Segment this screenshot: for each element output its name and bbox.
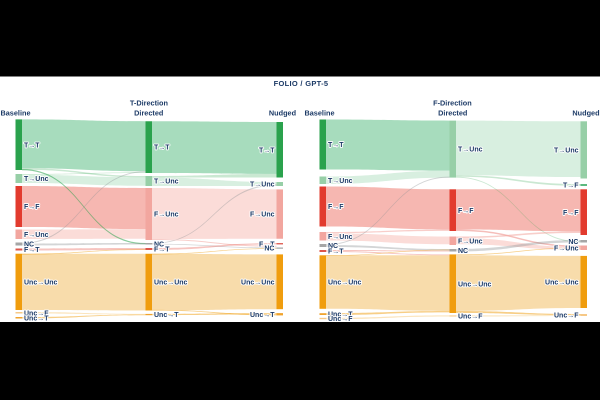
svg-text:Nudged: Nudged [572,109,599,118]
svg-text:Unc→Unc: Unc→Unc [154,280,188,287]
svg-text:Unc→T: Unc→T [154,312,179,319]
svg-text:NC: NC [328,243,338,250]
svg-text:T→F: T→F [563,183,579,190]
svg-text:T→Unc: T→Unc [458,147,483,154]
svg-text:FOLIO / GPT-5: FOLIO / GPT-5 [274,79,329,88]
svg-text:F-Direction: F-Direction [433,99,472,108]
svg-text:T-Direction: T-Direction [130,99,168,108]
svg-text:T→Unc: T→Unc [24,176,49,183]
svg-text:Baseline: Baseline [304,109,334,118]
svg-text:T→T: T→T [24,142,40,149]
svg-text:T→T: T→T [328,142,344,149]
svg-text:Nudged: Nudged [269,109,296,118]
svg-text:Unc→T: Unc→T [250,312,275,319]
svg-text:F→F: F→F [328,204,344,211]
svg-text:F→Unc: F→Unc [554,245,579,252]
svg-text:Unc→F: Unc→F [24,310,49,317]
svg-text:Unc→Unc: Unc→Unc [328,280,362,287]
svg-text:F→Unc: F→Unc [154,212,179,219]
svg-text:F→F: F→F [24,204,40,211]
svg-text:Unc→T: Unc→T [328,312,353,319]
svg-text:Unc→F: Unc→F [458,314,483,321]
svg-text:F→T: F→T [24,247,40,254]
svg-text:T→Unc: T→Unc [328,178,353,185]
svg-text:Baseline: Baseline [0,109,30,118]
svg-text:F→T: F→T [259,241,275,248]
svg-text:T→T: T→T [259,147,275,154]
svg-text:Unc→F: Unc→F [328,316,353,323]
svg-text:NC: NC [154,241,164,248]
svg-text:Unc→Unc: Unc→Unc [24,279,58,286]
svg-text:Directed: Directed [438,109,467,118]
svg-text:F→Unc: F→Unc [458,238,483,245]
svg-text:T→Unc: T→Unc [154,179,179,186]
svg-text:Unc→F: Unc→F [554,313,579,320]
svg-text:Unc→Unc: Unc→Unc [545,280,579,287]
svg-text:Directed: Directed [134,109,163,118]
svg-text:Unc→Unc: Unc→Unc [458,281,492,288]
svg-text:NC: NC [24,242,34,249]
svg-text:NC: NC [568,239,578,246]
svg-text:T→Unc: T→Unc [554,148,579,155]
svg-text:F→Unc: F→Unc [328,234,353,241]
svg-text:T→Unc: T→Unc [250,182,275,189]
svg-text:F→T: F→T [328,249,344,256]
svg-text:F→Unc: F→Unc [24,232,49,239]
svg-text:F→F: F→F [563,210,579,217]
svg-text:F→F: F→F [458,208,474,215]
svg-text:Unc→T: Unc→T [24,315,49,322]
svg-text:F→Unc: F→Unc [250,212,275,219]
svg-text:Unc→Unc: Unc→Unc [241,279,275,286]
svg-text:NC: NC [264,246,274,253]
svg-text:T→T: T→T [154,145,170,152]
svg-text:NC: NC [458,248,468,255]
svg-text:F→T: F→T [154,247,170,254]
